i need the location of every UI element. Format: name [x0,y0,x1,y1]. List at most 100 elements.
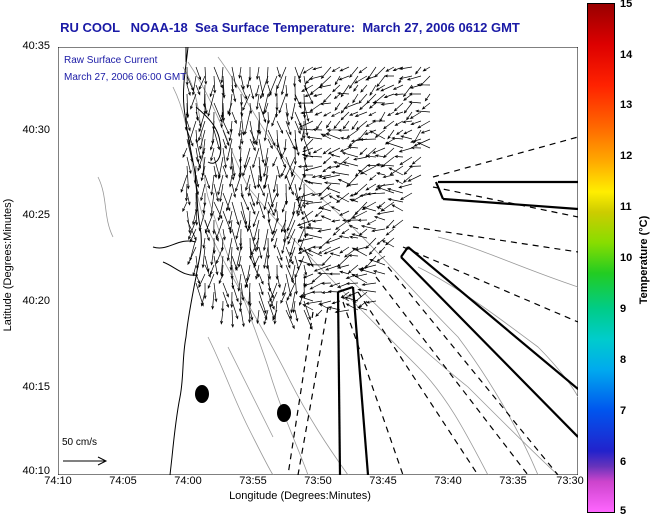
current-vector [395,129,404,136]
current-vector [339,66,350,72]
current-vector [240,282,245,302]
current-vector [308,75,323,80]
current-vector [382,174,395,179]
current-vector [376,75,386,88]
current-vector [375,163,395,167]
survey-boxes [336,180,578,475]
current-vector [297,101,314,105]
current-vector [343,246,359,258]
current-vector [231,183,237,198]
current-vector [327,165,341,169]
current-vector [341,151,359,158]
current-vector [400,135,413,140]
current-vector [306,135,323,140]
current-vector [222,192,231,212]
current-vector [249,201,256,215]
y-tick-label: 40:20 [22,295,50,307]
current-vector [240,75,245,90]
current-vector [369,259,386,266]
current-vector [376,172,386,176]
current-vector [380,102,395,106]
current-vector [204,102,208,115]
current-vector [258,201,265,220]
current-vector [298,174,305,192]
current-vector [318,174,332,179]
current-vector [383,147,395,159]
current-vector [242,93,251,111]
current-vector [285,246,294,265]
current-vector [333,120,341,130]
current-vector [202,237,206,249]
current-vector [293,75,297,88]
radial-lines [287,136,578,475]
current-vector [285,120,292,136]
current-vector [338,235,350,239]
current-vector [192,210,197,226]
current-vector [329,252,341,257]
current-vector [240,111,245,136]
current-vector [349,235,359,239]
current-vector [289,246,296,263]
current-vector [387,111,395,116]
current-vector [294,192,304,216]
current-vector [320,215,332,221]
current-vector [351,120,359,131]
current-vector [213,255,219,276]
current-vector [252,210,260,228]
current-vector [303,138,311,156]
current-vector [300,129,305,142]
x-tick-label: 74:00 [174,475,202,487]
current-vector [388,167,404,176]
current-vector [231,228,239,251]
current-vector [216,246,224,265]
current-vector [186,156,192,175]
current-vector [285,255,291,269]
current-vector [337,128,350,132]
current-vector [249,102,253,115]
current-vector [305,300,323,305]
current-vector [225,192,233,212]
current-vector [285,174,294,196]
current-vector [288,174,296,191]
current-vector [347,254,359,258]
current-vector [353,156,368,161]
current-vector [182,201,188,213]
current-vector [249,309,254,321]
current-vector [385,219,395,230]
current-vector [287,228,296,245]
current-vector [339,210,350,216]
current-vector [368,246,377,256]
current-vector [424,93,431,102]
current-vector [357,288,377,293]
current-vector [342,120,350,130]
current-vector [238,138,242,150]
current-vector [281,165,287,178]
current-vector [293,84,297,102]
current-vector [240,309,245,328]
current-vector [378,246,386,254]
current-vector [304,154,323,158]
current-vector [333,93,341,100]
current-vector [394,111,404,116]
current-vector [186,75,194,92]
current-vector [220,66,224,84]
current-vector [192,264,197,277]
current-vector [249,120,256,145]
current-vector [306,263,323,267]
y-tick-label: 40:35 [22,40,50,52]
current-vector [408,164,422,168]
current-vector [263,156,269,178]
current-vector [186,165,190,190]
current-vector [245,174,251,192]
current-vector [313,93,323,97]
current-vector [315,120,323,130]
current-vector [186,129,194,147]
current-vector [258,102,267,123]
current-vector [209,264,215,276]
current-vector [289,237,296,256]
current-vector [294,93,302,109]
current-vector [246,75,251,89]
current-vector [380,84,395,92]
current-vector [415,109,431,113]
current-vector [303,282,314,287]
